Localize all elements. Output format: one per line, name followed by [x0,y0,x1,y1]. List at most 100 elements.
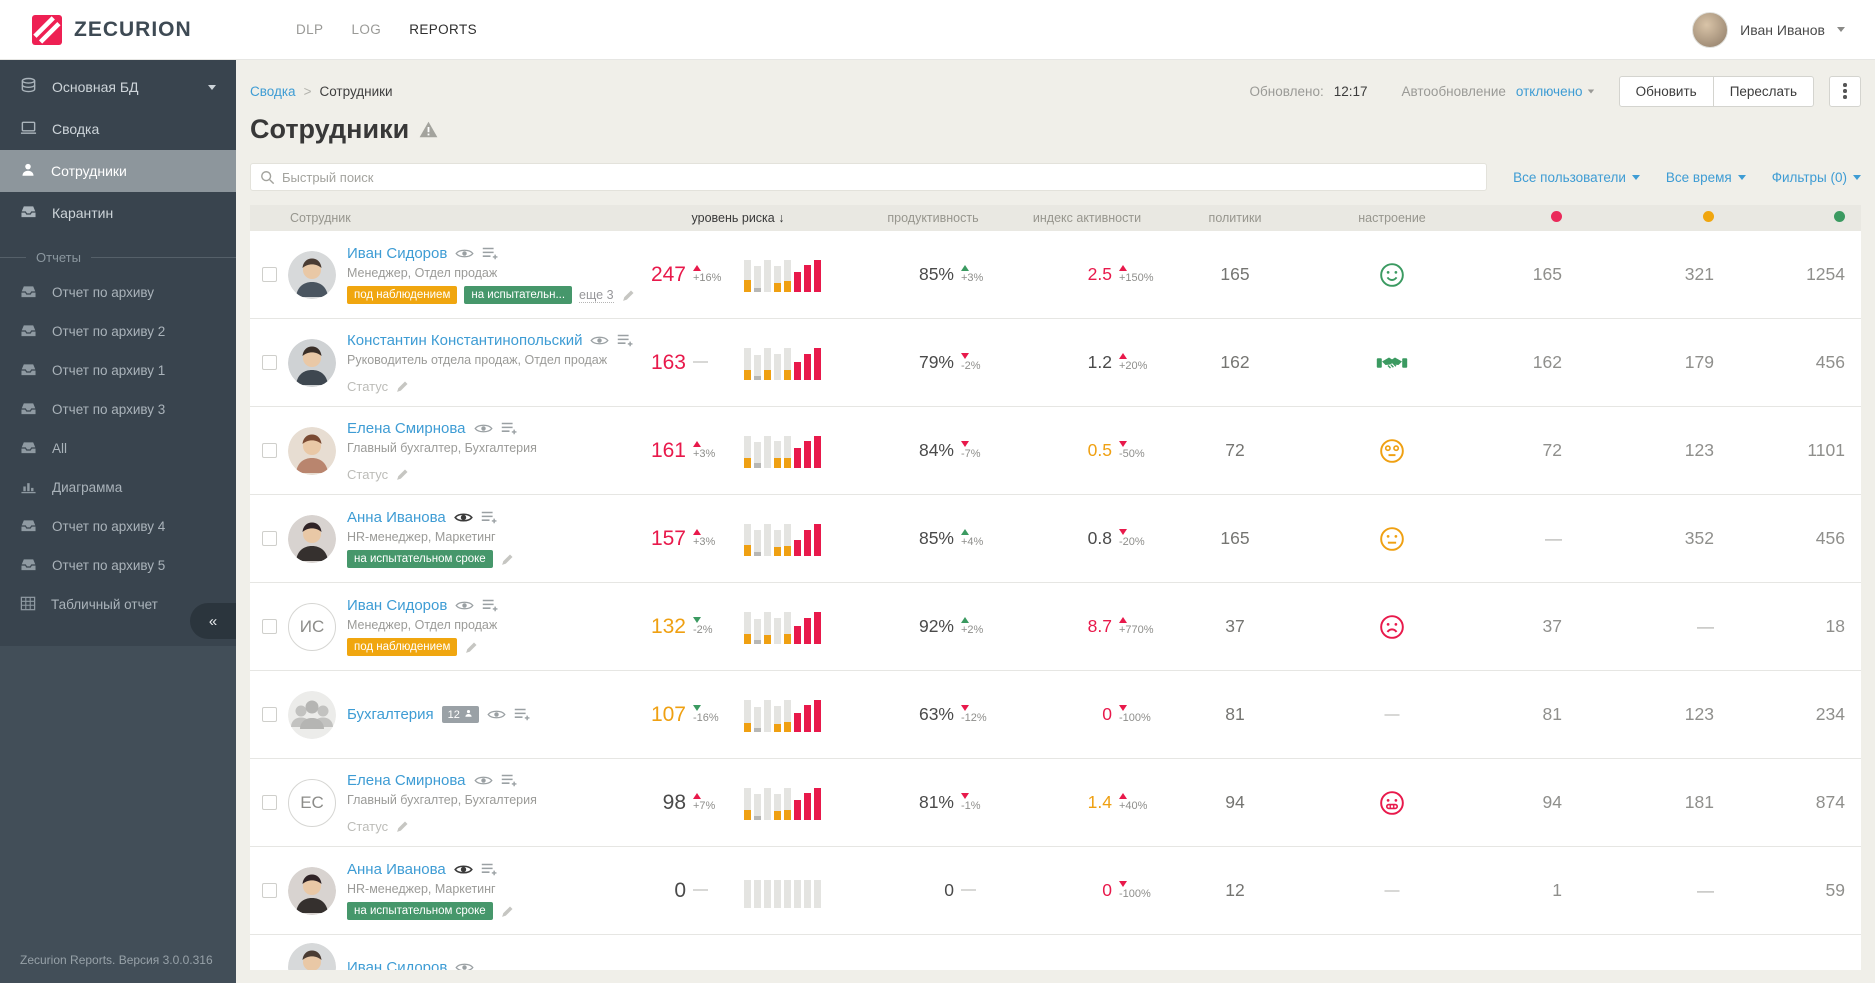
green-stat: 1254 [1806,264,1845,284]
sidebar-report-item[interactable]: Диаграмма [0,468,236,507]
col-activity[interactable]: индекс активности [1032,211,1142,225]
breadcrumb-separator: > [303,83,312,99]
nav-dlp[interactable]: DLP [296,22,324,37]
eye-icon[interactable] [455,247,474,260]
more-badges-link[interactable]: еще 3 [579,287,614,303]
employee-name-link[interactable]: Иван Сидоров [347,597,448,614]
forward-button[interactable]: Переслать [1712,75,1814,107]
add-to-report-icon[interactable] [501,773,518,788]
pencil-icon[interactable] [621,288,636,303]
pencil-icon[interactable] [500,904,515,919]
employee-name-link[interactable]: Анна Иванова [347,861,446,878]
eye-icon[interactable] [473,422,493,435]
row-checkbox[interactable] [261,531,277,546]
sidebar-item-monitor[interactable]: Сводка [0,108,236,150]
status-badge[interactable]: под наблюдением [347,638,458,656]
row-checkbox[interactable] [261,619,277,634]
sidebar-item-person[interactable]: Сотрудники [0,150,236,192]
sidebar-item-label: Основная БД [52,79,139,95]
row-checkbox[interactable] [261,443,277,458]
employee-name-link[interactable]: Анна Иванова [347,509,446,526]
eye-icon[interactable] [473,774,493,787]
add-to-report-icon[interactable] [514,707,531,722]
nav-log[interactable]: LOG [351,22,382,37]
sidebar-report-item[interactable]: Отчет по архиву 1 [0,351,236,390]
status-badge[interactable]: на испытательн... [464,286,573,304]
autorefresh-toggle[interactable]: отключено [1516,84,1595,99]
eye-icon[interactable] [455,961,474,970]
pencil-icon[interactable] [500,552,515,567]
status-badge[interactable]: под наблюдением [347,286,458,304]
sidebar-report-item[interactable]: Отчет по архиву 4 [0,507,236,546]
col-policies[interactable]: политики [1208,211,1262,225]
status-placeholder[interactable]: Статус [347,467,410,482]
row-checkbox[interactable] [261,267,277,282]
user-menu[interactable]: Иван Иванов [1692,11,1875,48]
green-dot-icon [1834,211,1845,222]
add-to-report-icon[interactable] [617,333,634,348]
risk-level-value: 107 [650,702,686,726]
col-risk-sorted[interactable]: уровень риска ↓ [691,211,785,225]
eye-icon[interactable] [590,334,610,347]
employee-name-link[interactable]: Иван Сидоров [347,245,448,262]
search-input[interactable] [282,169,1478,185]
add-to-report-icon[interactable] [482,598,499,613]
employee-name-link[interactable]: Бухгалтерия [347,706,434,723]
refresh-button[interactable]: Обновить [1618,75,1714,107]
sidebar-report-item[interactable]: Табличный отчет [0,585,236,624]
spark-bar [744,435,751,468]
delta-percent: -1% [961,799,981,812]
filters-link[interactable]: Фильтры (0) [1772,170,1861,185]
sidebar-report-item[interactable]: Отчет по архиву [0,273,236,312]
col-productivity[interactable]: продуктивность [887,211,979,225]
add-to-report-icon[interactable] [501,421,518,436]
row-checkbox[interactable] [261,883,277,898]
employee-name-link[interactable]: Елена Смирнова [347,419,466,437]
breadcrumb-summary-link[interactable]: Сводка [250,83,296,99]
eye-icon[interactable] [455,599,474,612]
row-checkbox[interactable] [261,355,277,370]
add-to-report-icon[interactable] [482,246,499,261]
col-red-dot[interactable] [1454,211,1606,225]
row-checkbox[interactable] [261,707,277,722]
spark-bar [754,265,761,292]
more-actions-button[interactable] [1829,75,1861,107]
status-badge[interactable]: на испытательном сроке [347,902,493,920]
sidebar-report-item[interactable]: Отчет по архиву 3 [0,390,236,429]
add-to-report-icon[interactable] [481,510,498,525]
sidebar-item-database[interactable]: Основная БД [0,66,236,108]
sidebar-report-item[interactable]: Отчет по архиву 2 [0,312,236,351]
users-filter-link[interactable]: Все пользователи [1513,170,1640,185]
inbox-icon [20,362,37,380]
status-placeholder[interactable]: Статус [347,379,410,394]
time-filter-link[interactable]: Все время [1666,170,1746,185]
col-mood[interactable]: настроение [1358,211,1426,225]
employee-name-link[interactable]: Иван Сидоров [347,958,448,971]
eye-icon[interactable] [487,708,506,721]
col-orange-dot[interactable] [1606,211,1758,225]
eye-icon[interactable] [453,863,473,876]
green-stat: 18 [1825,616,1845,636]
inbox-icon [20,518,37,536]
pencil-icon[interactable] [464,640,479,655]
employee-cell: Анна Иванова HR-менеджер, Маркетинг на исп… [288,861,618,920]
employee-name-link[interactable]: Елена Смирнова [347,771,466,789]
employee-name-link[interactable]: Константин Константинопольский [347,331,583,349]
sidebar-report-item[interactable]: Отчет по архиву 5 [0,546,236,585]
user-name: Иван Иванов [1740,21,1825,38]
sidebar-report-item[interactable]: All [0,429,236,468]
nav-reports[interactable]: REPORTS [409,22,478,37]
sidebar-item-inbox[interactable]: Карантин [0,192,236,234]
row-checkbox[interactable] [261,795,277,810]
sidebar-collapse-button[interactable]: « [190,603,236,639]
eye-icon[interactable] [453,511,473,524]
mood-icon [1304,526,1454,552]
col-green-dot[interactable] [1758,211,1861,225]
col-employee[interactable]: Сотрудник [290,211,351,225]
spark-bar-fill [804,529,811,556]
add-to-report-icon[interactable] [481,862,498,877]
status-placeholder[interactable]: Статус [347,819,410,834]
status-badge[interactable]: на испытательном сроке [347,550,493,568]
chevron-down-icon [1837,27,1845,32]
spark-bar-fill [774,723,781,732]
